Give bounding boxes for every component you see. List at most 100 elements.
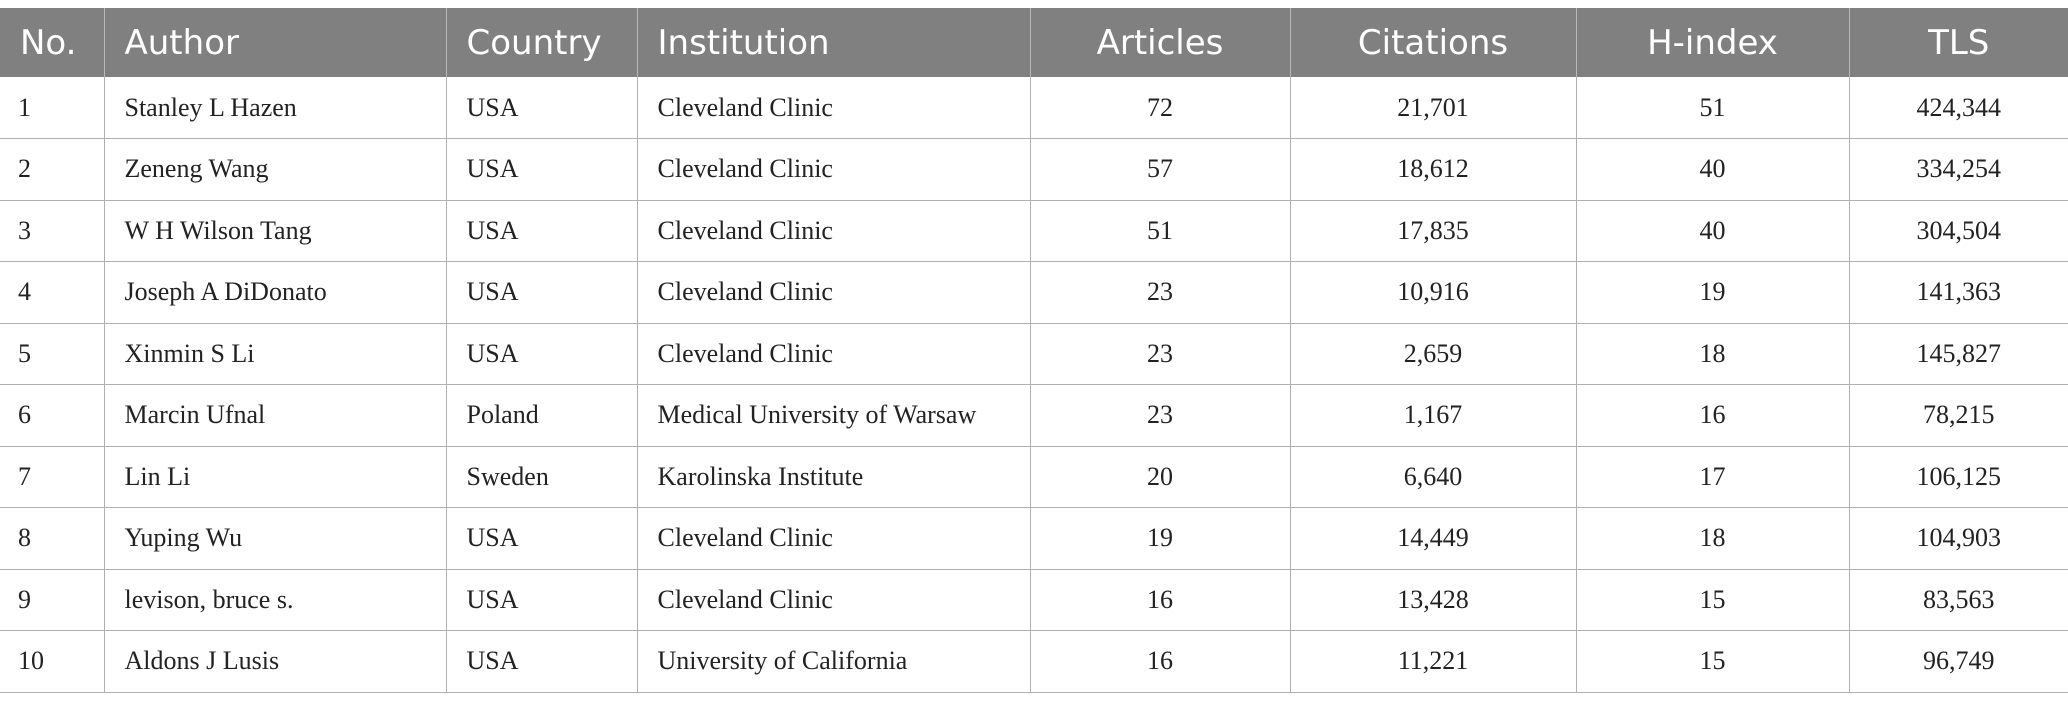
cell-no: 6 — [0, 384, 105, 447]
cell-h-index: 40 — [1576, 200, 1850, 262]
cell-no: 5 — [0, 323, 105, 385]
cell-tls: 96,749 — [1849, 630, 2068, 693]
cell-institution: Cleveland Clinic — [637, 200, 1031, 262]
table-row: 6 Marcin Ufnal Poland Medical University of… — [0, 384, 2068, 447]
cell-tls: 83,563 — [1849, 569, 2068, 631]
cell-no: 9 — [0, 569, 105, 631]
header-citations: Citations — [1290, 8, 1577, 77]
cell-tls: 424,344 — [1849, 77, 2068, 139]
header-institution: Institution — [637, 8, 1031, 77]
header-tls: TLS — [1928, 22, 1990, 63]
cell-author: Zeneng Wang — [104, 138, 447, 201]
cell-h-index: 17 — [1576, 446, 1850, 508]
cell-country: USA — [446, 507, 638, 570]
cell-country: USA — [446, 200, 638, 262]
cell-tls: 141,363 — [1849, 261, 2068, 324]
cell-country: Poland — [446, 384, 638, 447]
cell-author: Lin Li — [104, 446, 447, 508]
cell-tls: 106,125 — [1849, 446, 2068, 508]
cell-articles: 72 — [1030, 77, 1291, 139]
table-row: 9 levison, bruce s. USA Cleveland Clinic 16 1… — [0, 569, 2068, 631]
cell-author: W H Wilson Tang — [104, 200, 447, 262]
cell-no: 8 — [0, 507, 105, 570]
cell-tls: 304,504 — [1849, 200, 2068, 262]
table-row: 8 Yuping Wu USA Cleveland Clinic 19 14,449 18 1… — [0, 507, 2068, 570]
cell-institution: Cleveland Clinic — [637, 569, 1031, 631]
cell-articles: 23 — [1030, 384, 1291, 447]
header-articles: Articles — [1030, 8, 1291, 77]
cell-articles: 16 — [1030, 630, 1291, 693]
cell-country: USA — [446, 630, 638, 693]
table-header-row: No. Author Country Institution Articles … — [0, 8, 2068, 77]
cell-institution: Cleveland Clinic — [637, 138, 1031, 201]
cell-no: 10 — [0, 630, 105, 693]
cell-tls: 78,215 — [1849, 384, 2068, 447]
cell-tls: 145,827 — [1849, 323, 2068, 385]
cell-h-index: 16 — [1576, 384, 1850, 447]
table-row: 1 Stanley L Hazen USA Cleveland Clinic 72 21,… — [0, 77, 2068, 139]
cell-institution: Medical University of Warsaw — [637, 384, 1031, 447]
cell-author: Yuping Wu — [104, 507, 447, 570]
table-row: 4 Joseph A DiDonato USA Cleveland Clinic 23 1… — [0, 261, 2068, 324]
cell-articles: 19 — [1030, 507, 1291, 570]
cell-h-index: 15 — [1576, 630, 1850, 693]
cell-no: 7 — [0, 446, 105, 508]
cell-country: USA — [446, 138, 638, 201]
cell-citations: 2,659 — [1290, 323, 1577, 385]
cell-country: USA — [446, 323, 638, 385]
header-country: Country — [446, 8, 638, 77]
cell-h-index: 40 — [1576, 138, 1850, 201]
cell-h-index: 19 — [1576, 261, 1850, 324]
cell-author: Xinmin S Li — [104, 323, 447, 385]
cell-articles: 16 — [1030, 569, 1291, 631]
cell-no: 4 — [0, 261, 105, 324]
cell-institution: Karolinska Institute — [637, 446, 1031, 508]
cell-country: Sweden — [446, 446, 638, 508]
cell-citations: 18,612 — [1290, 138, 1577, 201]
cell-citations: 14,449 — [1290, 507, 1577, 570]
cell-articles: 20 — [1030, 446, 1291, 508]
header-h-index: H-index — [1576, 8, 1850, 77]
cell-citations: 17,835 — [1290, 200, 1577, 262]
cell-country: USA — [446, 77, 638, 139]
cell-author: Marcin Ufnal — [104, 384, 447, 447]
cell-institution: Cleveland Clinic — [637, 507, 1031, 570]
cell-no: 2 — [0, 138, 105, 201]
cell-citations: 1,167 — [1290, 384, 1577, 447]
cell-author: Stanley L Hazen — [104, 77, 447, 139]
cell-citations: 21,701 — [1290, 77, 1577, 139]
cell-institution: Cleveland Clinic — [637, 323, 1031, 385]
cell-citations: 6,640 — [1290, 446, 1577, 508]
author-table-container: No. Author Country Institution Articles … — [0, 8, 2068, 693]
cell-tls: 334,254 — [1849, 138, 2068, 201]
cell-h-index: 15 — [1576, 569, 1850, 631]
cell-citations: 13,428 — [1290, 569, 1577, 631]
cell-country: USA — [446, 569, 638, 631]
cell-author: Joseph A DiDonato — [104, 261, 447, 324]
cell-h-index: 18 — [1576, 323, 1850, 385]
cell-country: USA — [446, 261, 638, 324]
cell-h-index: 18 — [1576, 507, 1850, 570]
cell-institution: Cleveland Clinic — [637, 261, 1031, 324]
cell-institution: University of California — [637, 630, 1031, 693]
table-row: 10 Aldons J Lusis USA University of Califor… — [0, 630, 2068, 693]
cell-no: 1 — [0, 77, 105, 139]
cell-no: 3 — [0, 200, 105, 262]
cell-tls: 104,903 — [1849, 507, 2068, 570]
header-no: No. — [0, 8, 105, 77]
cell-articles: 51 — [1030, 200, 1291, 262]
cell-institution: Cleveland Clinic — [637, 77, 1031, 139]
author-table: No. Author Country Institution Articles … — [0, 8, 2068, 693]
cell-articles: 23 — [1030, 261, 1291, 324]
header-author: Author — [104, 8, 447, 77]
table-row: 5 Xinmin S Li USA Cleveland Clinic 23 2,659 18… — [0, 323, 2068, 385]
table-row: 2 Zeneng Wang USA Cleveland Clinic 57 18,612 4… — [0, 138, 2068, 201]
cell-articles: 57 — [1030, 138, 1291, 201]
cell-h-index: 51 — [1576, 77, 1850, 139]
table-body: 1 Stanley L Hazen USA Cleveland Clinic 72 21,… — [0, 77, 2068, 693]
cell-citations: 11,221 — [1290, 630, 1577, 693]
cell-articles: 23 — [1030, 323, 1291, 385]
cell-citations: 10,916 — [1290, 261, 1577, 324]
cell-author: Aldons J Lusis — [104, 630, 447, 693]
